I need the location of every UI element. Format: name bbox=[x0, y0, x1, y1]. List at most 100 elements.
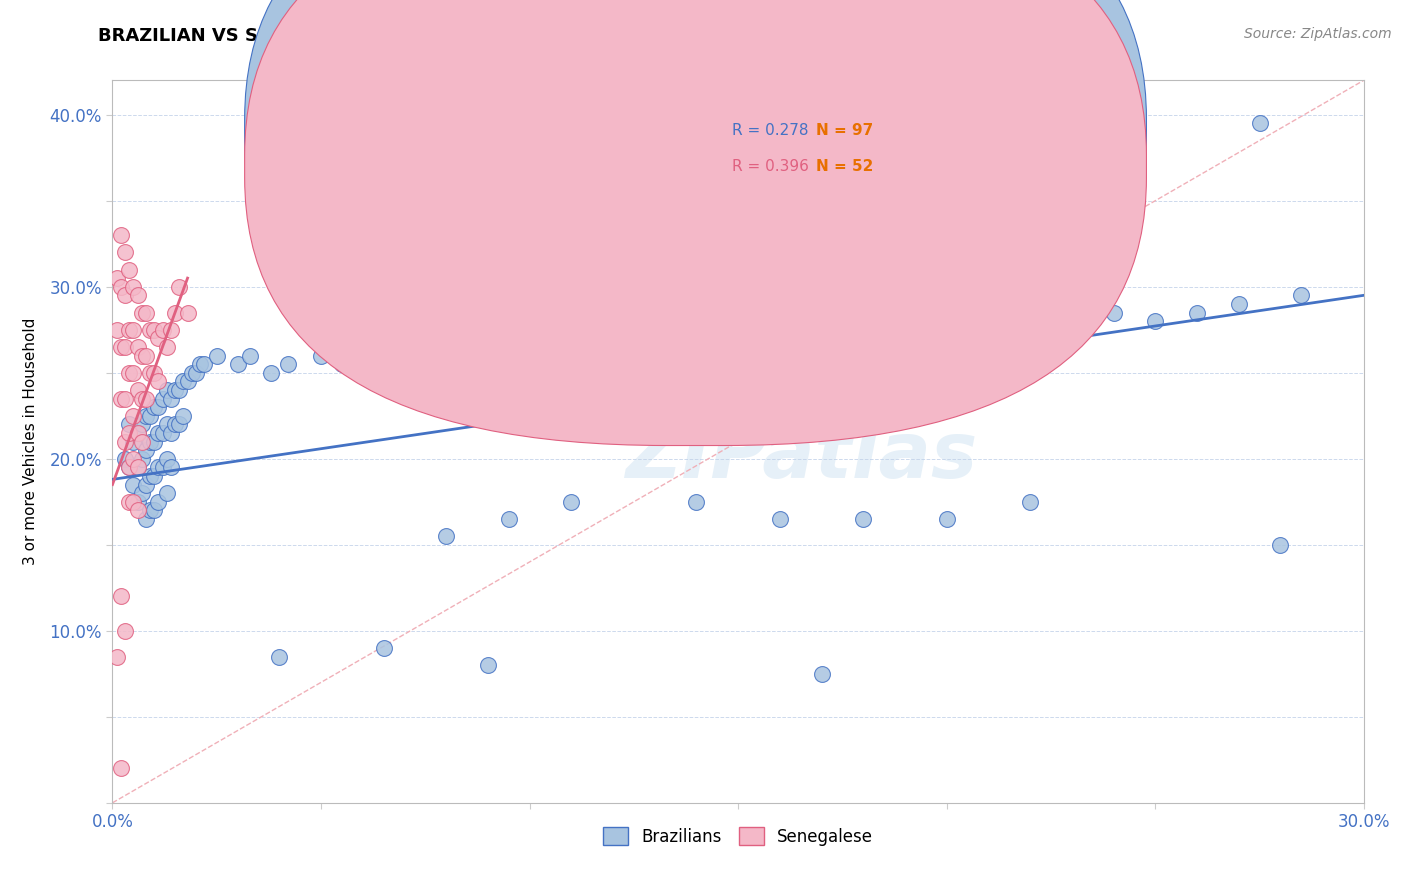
Point bbox=[769, 323, 792, 337]
Point bbox=[131, 349, 153, 363]
Point bbox=[122, 477, 145, 491]
Point bbox=[205, 349, 228, 363]
Point bbox=[127, 425, 149, 440]
Point bbox=[685, 331, 707, 345]
Point bbox=[148, 494, 170, 508]
Point bbox=[434, 529, 457, 543]
Point bbox=[156, 486, 179, 500]
Point bbox=[143, 434, 166, 449]
Point bbox=[160, 425, 183, 440]
Point bbox=[118, 494, 141, 508]
Point bbox=[143, 323, 166, 337]
Point bbox=[122, 323, 145, 337]
Point bbox=[105, 323, 128, 337]
Point bbox=[160, 392, 183, 406]
Point bbox=[160, 323, 183, 337]
Point bbox=[1019, 305, 1042, 319]
Point bbox=[118, 417, 141, 432]
Point bbox=[127, 425, 149, 440]
Point bbox=[163, 383, 186, 397]
Point bbox=[769, 512, 792, 526]
Point bbox=[176, 305, 198, 319]
Point bbox=[139, 323, 162, 337]
Point bbox=[114, 245, 136, 260]
Point bbox=[167, 417, 190, 432]
Point bbox=[152, 323, 174, 337]
Point bbox=[160, 460, 183, 475]
Point bbox=[727, 323, 749, 337]
Point bbox=[135, 392, 157, 406]
Point bbox=[131, 417, 153, 432]
Point bbox=[477, 658, 499, 673]
Point bbox=[977, 314, 1000, 328]
Point bbox=[810, 666, 832, 681]
Point bbox=[105, 649, 128, 664]
Point bbox=[309, 349, 332, 363]
Point bbox=[131, 392, 153, 406]
Point bbox=[852, 331, 875, 345]
Text: N = 97: N = 97 bbox=[815, 122, 873, 137]
Point bbox=[131, 486, 153, 500]
Point bbox=[143, 503, 166, 517]
Point bbox=[122, 366, 145, 380]
Point bbox=[122, 279, 145, 293]
Point bbox=[1019, 494, 1042, 508]
Point bbox=[623, 340, 645, 354]
Point bbox=[790, 340, 813, 354]
Point bbox=[176, 375, 198, 389]
Point bbox=[148, 331, 170, 345]
Point bbox=[156, 417, 179, 432]
Point bbox=[456, 331, 478, 345]
Point bbox=[139, 434, 162, 449]
Point bbox=[1249, 116, 1271, 130]
Point bbox=[131, 451, 153, 466]
Point bbox=[127, 494, 149, 508]
Point bbox=[193, 357, 215, 371]
Point bbox=[122, 494, 145, 508]
Point bbox=[135, 477, 157, 491]
Point bbox=[163, 417, 186, 432]
Point bbox=[152, 392, 174, 406]
Point bbox=[127, 340, 149, 354]
Point bbox=[226, 357, 249, 371]
Point bbox=[831, 340, 853, 354]
Point bbox=[118, 262, 141, 277]
Point bbox=[180, 366, 202, 380]
Point bbox=[135, 349, 157, 363]
Point bbox=[114, 340, 136, 354]
Point bbox=[519, 323, 541, 337]
Point bbox=[118, 366, 141, 380]
Point bbox=[163, 305, 186, 319]
Point bbox=[184, 366, 207, 380]
Point bbox=[110, 392, 132, 406]
Point bbox=[148, 460, 170, 475]
Point bbox=[239, 349, 262, 363]
Point bbox=[143, 469, 166, 483]
Point bbox=[1060, 314, 1083, 328]
Point bbox=[148, 425, 170, 440]
Point bbox=[498, 331, 520, 345]
Point bbox=[748, 340, 770, 354]
Point bbox=[127, 383, 149, 397]
Point bbox=[148, 375, 170, 389]
Point bbox=[143, 366, 166, 380]
Point bbox=[135, 409, 157, 423]
Point bbox=[127, 288, 149, 302]
Point bbox=[131, 305, 153, 319]
Point bbox=[139, 469, 162, 483]
Point bbox=[172, 409, 194, 423]
Point bbox=[135, 512, 157, 526]
Point bbox=[277, 357, 299, 371]
Point bbox=[143, 400, 166, 414]
Point bbox=[560, 494, 582, 508]
Point bbox=[1227, 297, 1250, 311]
Point bbox=[114, 624, 136, 638]
Point bbox=[644, 331, 666, 345]
Point bbox=[685, 494, 707, 508]
Point bbox=[373, 640, 395, 655]
Point bbox=[413, 340, 436, 354]
Point bbox=[110, 590, 132, 604]
Point bbox=[602, 323, 624, 337]
Point bbox=[1270, 538, 1292, 552]
Point bbox=[156, 340, 179, 354]
